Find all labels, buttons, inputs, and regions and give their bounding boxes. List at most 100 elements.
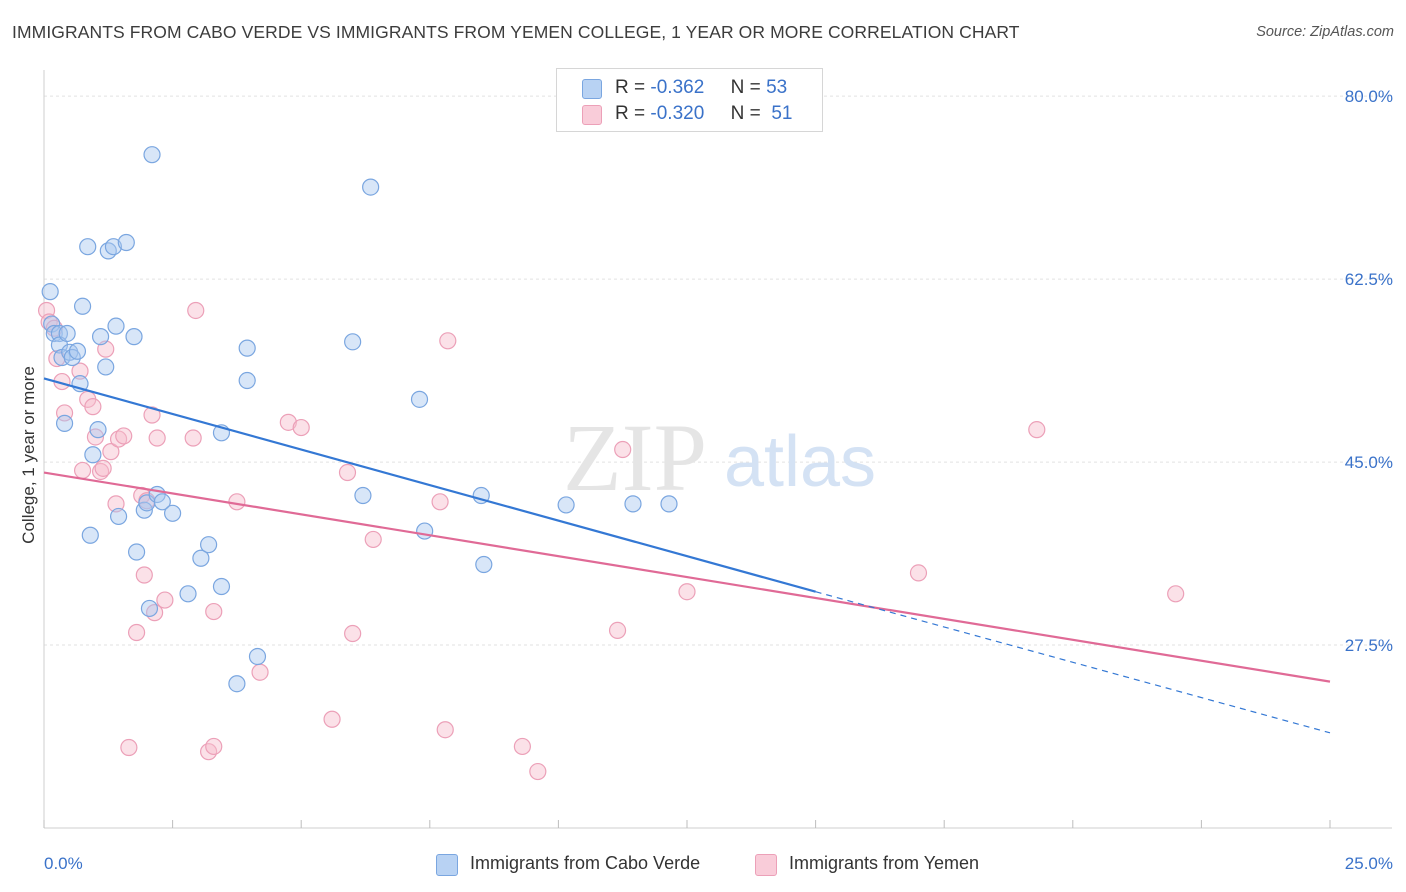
cabo-verde-point [362, 178, 380, 196]
y-tick-label: 62.5% [1345, 270, 1393, 289]
y-axis-label: College, 1 year or more [19, 366, 38, 544]
cabo-verde-point [192, 549, 210, 567]
yemen-swatch [755, 854, 777, 876]
yemen-point [436, 721, 454, 739]
yemen-point [109, 430, 128, 448]
yemen-points [37, 301, 1185, 781]
cabo-verde-point [117, 233, 135, 252]
n-value: 51 [771, 103, 793, 124]
y-tick-label: 80.0% [1345, 87, 1393, 106]
watermark: ZIP atlas [563, 404, 876, 511]
cabo-verde-point [164, 504, 182, 522]
cabo-verde-point [200, 536, 218, 554]
cabo-verde-point [212, 577, 231, 596]
yemen-point [102, 443, 120, 461]
cabo-verde-point [89, 421, 107, 439]
cabo-verde-point [624, 495, 642, 513]
yemen-point [120, 738, 138, 757]
cabo-verde-point [344, 333, 362, 351]
cabo-verde-point [73, 297, 92, 315]
yemen-point [148, 429, 166, 447]
yemen-point [184, 429, 202, 447]
n-label: N = [730, 103, 761, 124]
yemen-point [439, 332, 457, 350]
yemen-point [115, 427, 133, 445]
cabo-verde-point [248, 647, 267, 666]
legend-label: Immigrants from Cabo Verde [470, 853, 701, 873]
yemen-point [344, 624, 362, 643]
yemen-point [1167, 585, 1185, 603]
yemen-point [205, 602, 223, 621]
cabo-verde-point [140, 599, 159, 618]
yemen-trend-line [43, 471, 1331, 683]
cabo-verde-point [107, 317, 125, 335]
yemen-point [614, 440, 632, 459]
cabo-verde-point [557, 496, 575, 514]
n-value: 53 [766, 77, 788, 98]
cabo-verde-point [55, 414, 74, 432]
cabo-verde-point [153, 493, 171, 511]
cabo-verde-point [475, 555, 493, 574]
yemen-point [323, 710, 341, 728]
yemen-point [135, 566, 153, 584]
legend-label: Immigrants from Yemen [789, 853, 980, 873]
yemen-point [909, 564, 928, 582]
r-label: R = [615, 77, 646, 98]
yemen-point [94, 459, 112, 477]
chart-title: IMMIGRANTS FROM CABO VERDE VS IMMIGRANTS… [12, 22, 1020, 42]
r-value: -0.320 [650, 103, 705, 124]
cabo-verde-point [58, 324, 76, 343]
yemen-point [292, 418, 310, 437]
cabo-verde-swatch [436, 854, 458, 876]
yemen-point [228, 493, 246, 511]
cabo-verde-point [41, 283, 59, 301]
cabo-verde-point [91, 328, 110, 346]
cabo-verde-point [97, 358, 115, 376]
yemen-point [251, 663, 269, 681]
r-label: R = [615, 103, 646, 124]
yemen-point [364, 530, 382, 549]
yemen-point [678, 583, 696, 601]
yemen-point [91, 462, 110, 481]
yemen-point [513, 737, 531, 756]
cabo-verde-point [84, 446, 102, 464]
yemen-point [200, 743, 218, 761]
yemen-point [529, 762, 547, 781]
cabo-verde-point [179, 585, 197, 603]
yemen-point [71, 362, 89, 380]
cabo-verde-point [660, 495, 678, 513]
cabo-verde-point [416, 522, 434, 540]
x-tick-label: 25.0% [1345, 854, 1393, 873]
tick-labels: 27.5% 45.0% 62.5% 80.0% 0.0% 25.0% [44, 87, 1393, 873]
yemen-point [279, 413, 297, 431]
yemen-point [205, 737, 223, 756]
cabo-verde-point [104, 238, 123, 256]
gridlines [44, 95, 1392, 646]
yemen-point [73, 461, 92, 480]
cabo-verde-point [238, 339, 256, 357]
cabo-verde-point [68, 342, 87, 360]
stats-legend: R = -0.362 N = 53 R = -0.320 N = 51 [556, 68, 823, 132]
yemen-point [338, 463, 357, 482]
trend-lines [43, 377, 1331, 734]
yemen-point [97, 340, 115, 358]
cabo-verde-trend-line [43, 377, 816, 593]
n-label: N = [730, 77, 761, 98]
cabo-verde-point [127, 543, 146, 561]
cabo-verde-point [238, 371, 256, 390]
yemen-swatch [582, 105, 602, 125]
yemen-point [608, 621, 627, 639]
cabo-verde-trend-extension [815, 591, 1331, 734]
cabo-verde-points [41, 146, 678, 693]
y-tick-label: 45.0% [1345, 453, 1393, 472]
legend-row-yemen: R = -0.320 N = 51 [557, 101, 822, 127]
cabo-verde-point [143, 146, 161, 164]
cabo-verde-point [125, 328, 143, 346]
cabo-verde-point [79, 238, 97, 256]
cabo-verde-swatch [582, 79, 602, 99]
cabo-verde-point [81, 526, 99, 544]
cabo-verde-point [354, 486, 372, 505]
yemen-point [431, 493, 449, 511]
yemen-point [143, 406, 161, 424]
x-tick-label: 0.0% [44, 854, 83, 873]
